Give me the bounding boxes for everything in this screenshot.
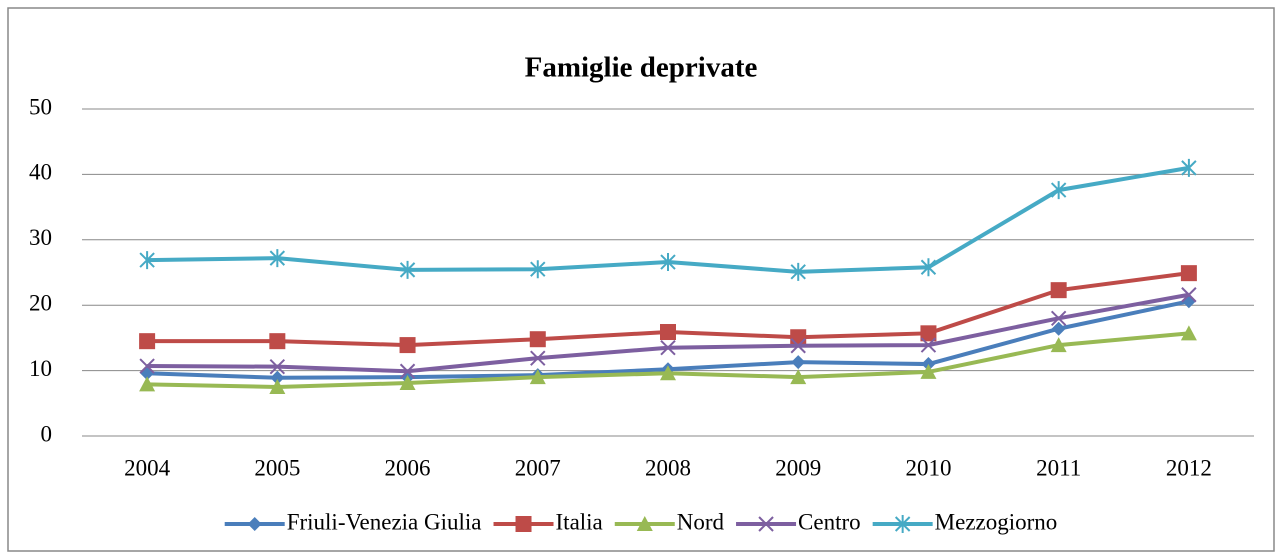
marker bbox=[399, 260, 416, 279]
y-tick-label: 0 bbox=[41, 421, 53, 446]
y-tick-label: 40 bbox=[29, 160, 52, 185]
x-tick-label: 2009 bbox=[775, 455, 821, 480]
marker bbox=[1050, 282, 1067, 299]
marker bbox=[920, 258, 937, 277]
marker bbox=[399, 337, 416, 354]
marker bbox=[791, 355, 806, 370]
marker bbox=[139, 251, 155, 270]
marker bbox=[399, 375, 416, 391]
marker bbox=[1051, 321, 1066, 336]
legend-marker bbox=[515, 516, 532, 532]
legend-label: Friuli-Venezia Giulia bbox=[287, 509, 482, 534]
marker bbox=[139, 376, 156, 392]
marker bbox=[790, 329, 807, 346]
marker bbox=[529, 369, 546, 385]
marker bbox=[1050, 337, 1067, 353]
marker bbox=[1180, 325, 1197, 341]
x-tick-label: 2007 bbox=[515, 455, 561, 480]
marker bbox=[270, 370, 285, 385]
marker bbox=[529, 331, 546, 348]
y-tick-label: 20 bbox=[29, 290, 52, 315]
marker bbox=[920, 363, 937, 379]
marker bbox=[1050, 310, 1067, 326]
x-tick-label: 2005 bbox=[254, 455, 300, 480]
marker bbox=[139, 333, 156, 350]
legend-label: Mezzogiorno bbox=[935, 509, 1058, 534]
marker bbox=[1181, 287, 1197, 303]
marker bbox=[790, 262, 806, 281]
legend-label: Nord bbox=[677, 509, 725, 534]
marker bbox=[1181, 158, 1197, 177]
legend-marker bbox=[758, 516, 774, 532]
legend-marker bbox=[894, 515, 911, 533]
chart-title: Famiglie deprivate bbox=[525, 52, 758, 84]
marker bbox=[660, 324, 676, 341]
legend-label: Centro bbox=[798, 509, 861, 534]
chart-frame bbox=[7, 7, 1275, 552]
x-tick-label: 2010 bbox=[905, 455, 951, 480]
marker bbox=[269, 378, 286, 394]
marker bbox=[660, 365, 676, 381]
marker bbox=[530, 260, 546, 279]
legend-label: Italia bbox=[556, 509, 603, 534]
marker bbox=[530, 350, 546, 366]
marker bbox=[920, 337, 937, 353]
y-tick-label: 30 bbox=[29, 225, 52, 250]
marker bbox=[139, 358, 155, 374]
y-tick-label: 10 bbox=[29, 356, 52, 381]
marker bbox=[269, 333, 286, 350]
legend-marker bbox=[636, 516, 653, 531]
marker bbox=[920, 325, 937, 342]
legend-marker bbox=[247, 517, 262, 531]
x-tick-label: 2006 bbox=[385, 455, 431, 480]
x-tick-label: 2012 bbox=[1166, 455, 1212, 480]
y-tick-label: 50 bbox=[29, 94, 52, 119]
x-tick-label: 2008 bbox=[645, 455, 691, 480]
marker bbox=[1050, 181, 1067, 200]
marker bbox=[660, 253, 676, 272]
marker bbox=[790, 369, 807, 385]
marker bbox=[1180, 265, 1197, 282]
x-tick-label: 2004 bbox=[124, 455, 171, 480]
marker bbox=[269, 358, 286, 375]
x-tick-label: 2011 bbox=[1036, 455, 1081, 480]
marker bbox=[790, 338, 806, 354]
marker bbox=[269, 249, 286, 268]
marker bbox=[660, 340, 676, 356]
marker bbox=[399, 363, 416, 379]
legend: Friuli-Venezia Giulia Italia Nord Centro Mez… bbox=[224, 509, 1058, 534]
